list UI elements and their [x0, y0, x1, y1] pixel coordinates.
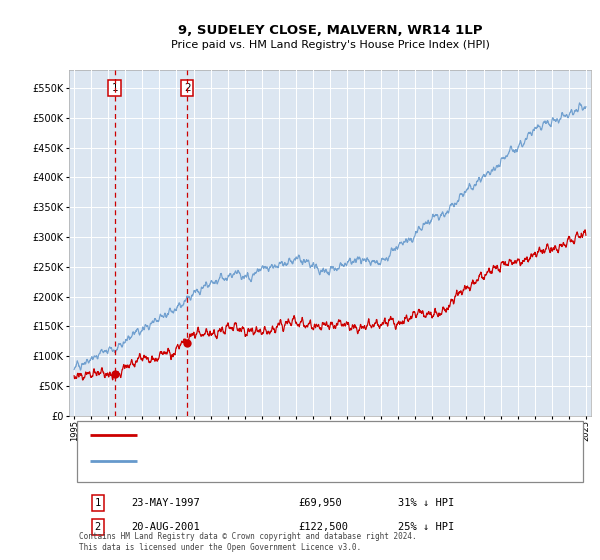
Text: 1: 1	[95, 498, 101, 508]
Text: Price paid vs. HM Land Registry's House Price Index (HPI): Price paid vs. HM Land Registry's House …	[170, 40, 490, 50]
Text: 31% ↓ HPI: 31% ↓ HPI	[398, 498, 454, 508]
Text: 2: 2	[95, 522, 101, 532]
Text: 2: 2	[184, 83, 191, 93]
Text: 20-AUG-2001: 20-AUG-2001	[131, 522, 200, 532]
Text: £122,500: £122,500	[299, 522, 349, 532]
Text: Contains HM Land Registry data © Crown copyright and database right 2024.
This d: Contains HM Land Registry data © Crown c…	[79, 532, 417, 552]
Text: 1: 1	[112, 83, 118, 93]
Text: HPI: Average price, detached house, Malvern Hills: HPI: Average price, detached house, Malv…	[148, 456, 435, 466]
Text: £69,950: £69,950	[299, 498, 343, 508]
Text: 23-MAY-1997: 23-MAY-1997	[131, 498, 200, 508]
Text: 9, SUDELEY CLOSE, MALVERN, WR14 1LP: 9, SUDELEY CLOSE, MALVERN, WR14 1LP	[178, 24, 482, 36]
Text: 25% ↓ HPI: 25% ↓ HPI	[398, 522, 454, 532]
Text: 9, SUDELEY CLOSE, MALVERN, WR14 1LP (detached house): 9, SUDELEY CLOSE, MALVERN, WR14 1LP (det…	[148, 430, 453, 440]
Bar	[115, 70, 187, 416]
FancyBboxPatch shape	[77, 421, 583, 482]
